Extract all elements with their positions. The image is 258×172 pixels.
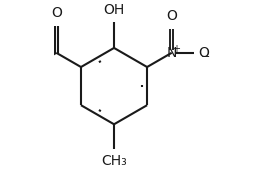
Text: O: O — [199, 46, 209, 60]
Text: N: N — [166, 46, 177, 60]
Text: O: O — [51, 6, 62, 20]
Text: −: − — [201, 52, 210, 62]
Text: O: O — [166, 9, 177, 23]
Text: OH: OH — [103, 3, 125, 17]
Text: +: + — [172, 44, 180, 54]
Text: CH₃: CH₃ — [101, 154, 127, 168]
